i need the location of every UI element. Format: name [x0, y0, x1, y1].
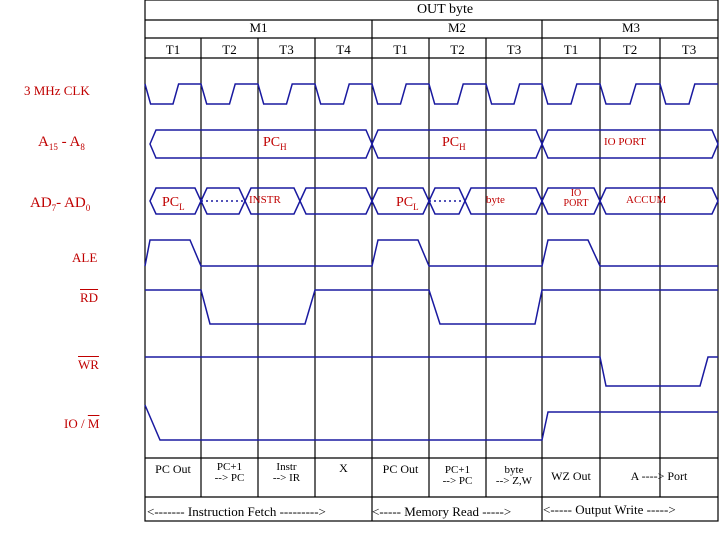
signal-label-rd: RD — [80, 290, 99, 305]
t-state-label: T3 — [681, 42, 697, 57]
bus-label-byte: byte — [486, 194, 505, 206]
signal-label-wr: WR — [78, 357, 99, 372]
signal-label-io-m: IO / M — [64, 416, 100, 431]
grid-border — [144, 0, 719, 522]
ale-waveform — [144, 239, 718, 267]
rd-waveform — [145, 289, 718, 325]
t-state-label: T4 — [336, 42, 351, 57]
bus-label-pch: PCH — [263, 135, 287, 152]
machine-cycle-m2: M2 — [447, 20, 467, 35]
t-state-label: T1 — [563, 42, 579, 57]
footer-pc-out: PC Out — [382, 462, 419, 476]
wr-waveform — [145, 356, 718, 387]
clk-waveform — [144, 83, 718, 105]
address-high-bus — [149, 129, 373, 159]
phase-output-write: <----- Output Write -----> — [543, 502, 676, 517]
bus-label-instr: INSTR — [249, 194, 281, 206]
waveforms — [144, 83, 719, 441]
bus-label-pch: PCH — [442, 135, 466, 152]
signal-label-address-data: AD7- AD0 — [30, 195, 91, 213]
address-data-bus — [599, 187, 719, 215]
bus-label-io-port: IO PORT — [604, 136, 646, 148]
footer-byte-to-zw: byte --> Z,W — [495, 464, 533, 487]
bus-label-io-port: IO PORT — [563, 188, 589, 209]
diagram-title: OUT byte — [416, 2, 474, 17]
footer-pc-increment: PC+1 --> PC — [214, 461, 245, 484]
address-high-bus — [541, 129, 719, 159]
t-state-label: T3 — [506, 42, 522, 57]
footer-a-to-port: A ----> Port — [630, 469, 688, 483]
bus-label-pcl: PCL — [396, 195, 419, 212]
t-state-label: T2 — [622, 42, 638, 57]
phase-memory-read: <----- Memory Read -----> — [372, 504, 512, 519]
footer-wz-out: WZ Out — [551, 469, 591, 483]
t-state-label: T1 — [393, 42, 408, 57]
signal-label-address-high: A15 - A8 — [38, 134, 85, 152]
machine-cycle-m1: M1 — [249, 20, 268, 35]
footer-instr-to-ir: Instr --> IR — [272, 461, 301, 484]
t-state-label: T2 — [222, 42, 237, 57]
bus-label-accum: ACCUM — [626, 194, 667, 206]
timing-grid — [144, 0, 719, 522]
footer-x: X — [339, 461, 348, 475]
address-data-bus — [299, 187, 373, 215]
t-state-label: T2 — [450, 42, 465, 57]
t-state-label: T3 — [279, 42, 294, 57]
t-state-label: T1 — [165, 42, 181, 57]
footer-pc-out: PC Out — [155, 462, 191, 476]
io-m-waveform — [144, 404, 718, 441]
bus-label-pcl: PCL — [162, 195, 185, 212]
phase-instruction-fetch: <------- Instruction Fetch ---------> — [147, 504, 326, 519]
machine-cycle-m3: M3 — [621, 20, 641, 35]
signal-label-ale: ALE — [72, 250, 98, 265]
signal-label-clk: 3 MHz CLK — [24, 83, 90, 98]
footer-pc-increment: PC+1 --> PC — [442, 464, 473, 487]
